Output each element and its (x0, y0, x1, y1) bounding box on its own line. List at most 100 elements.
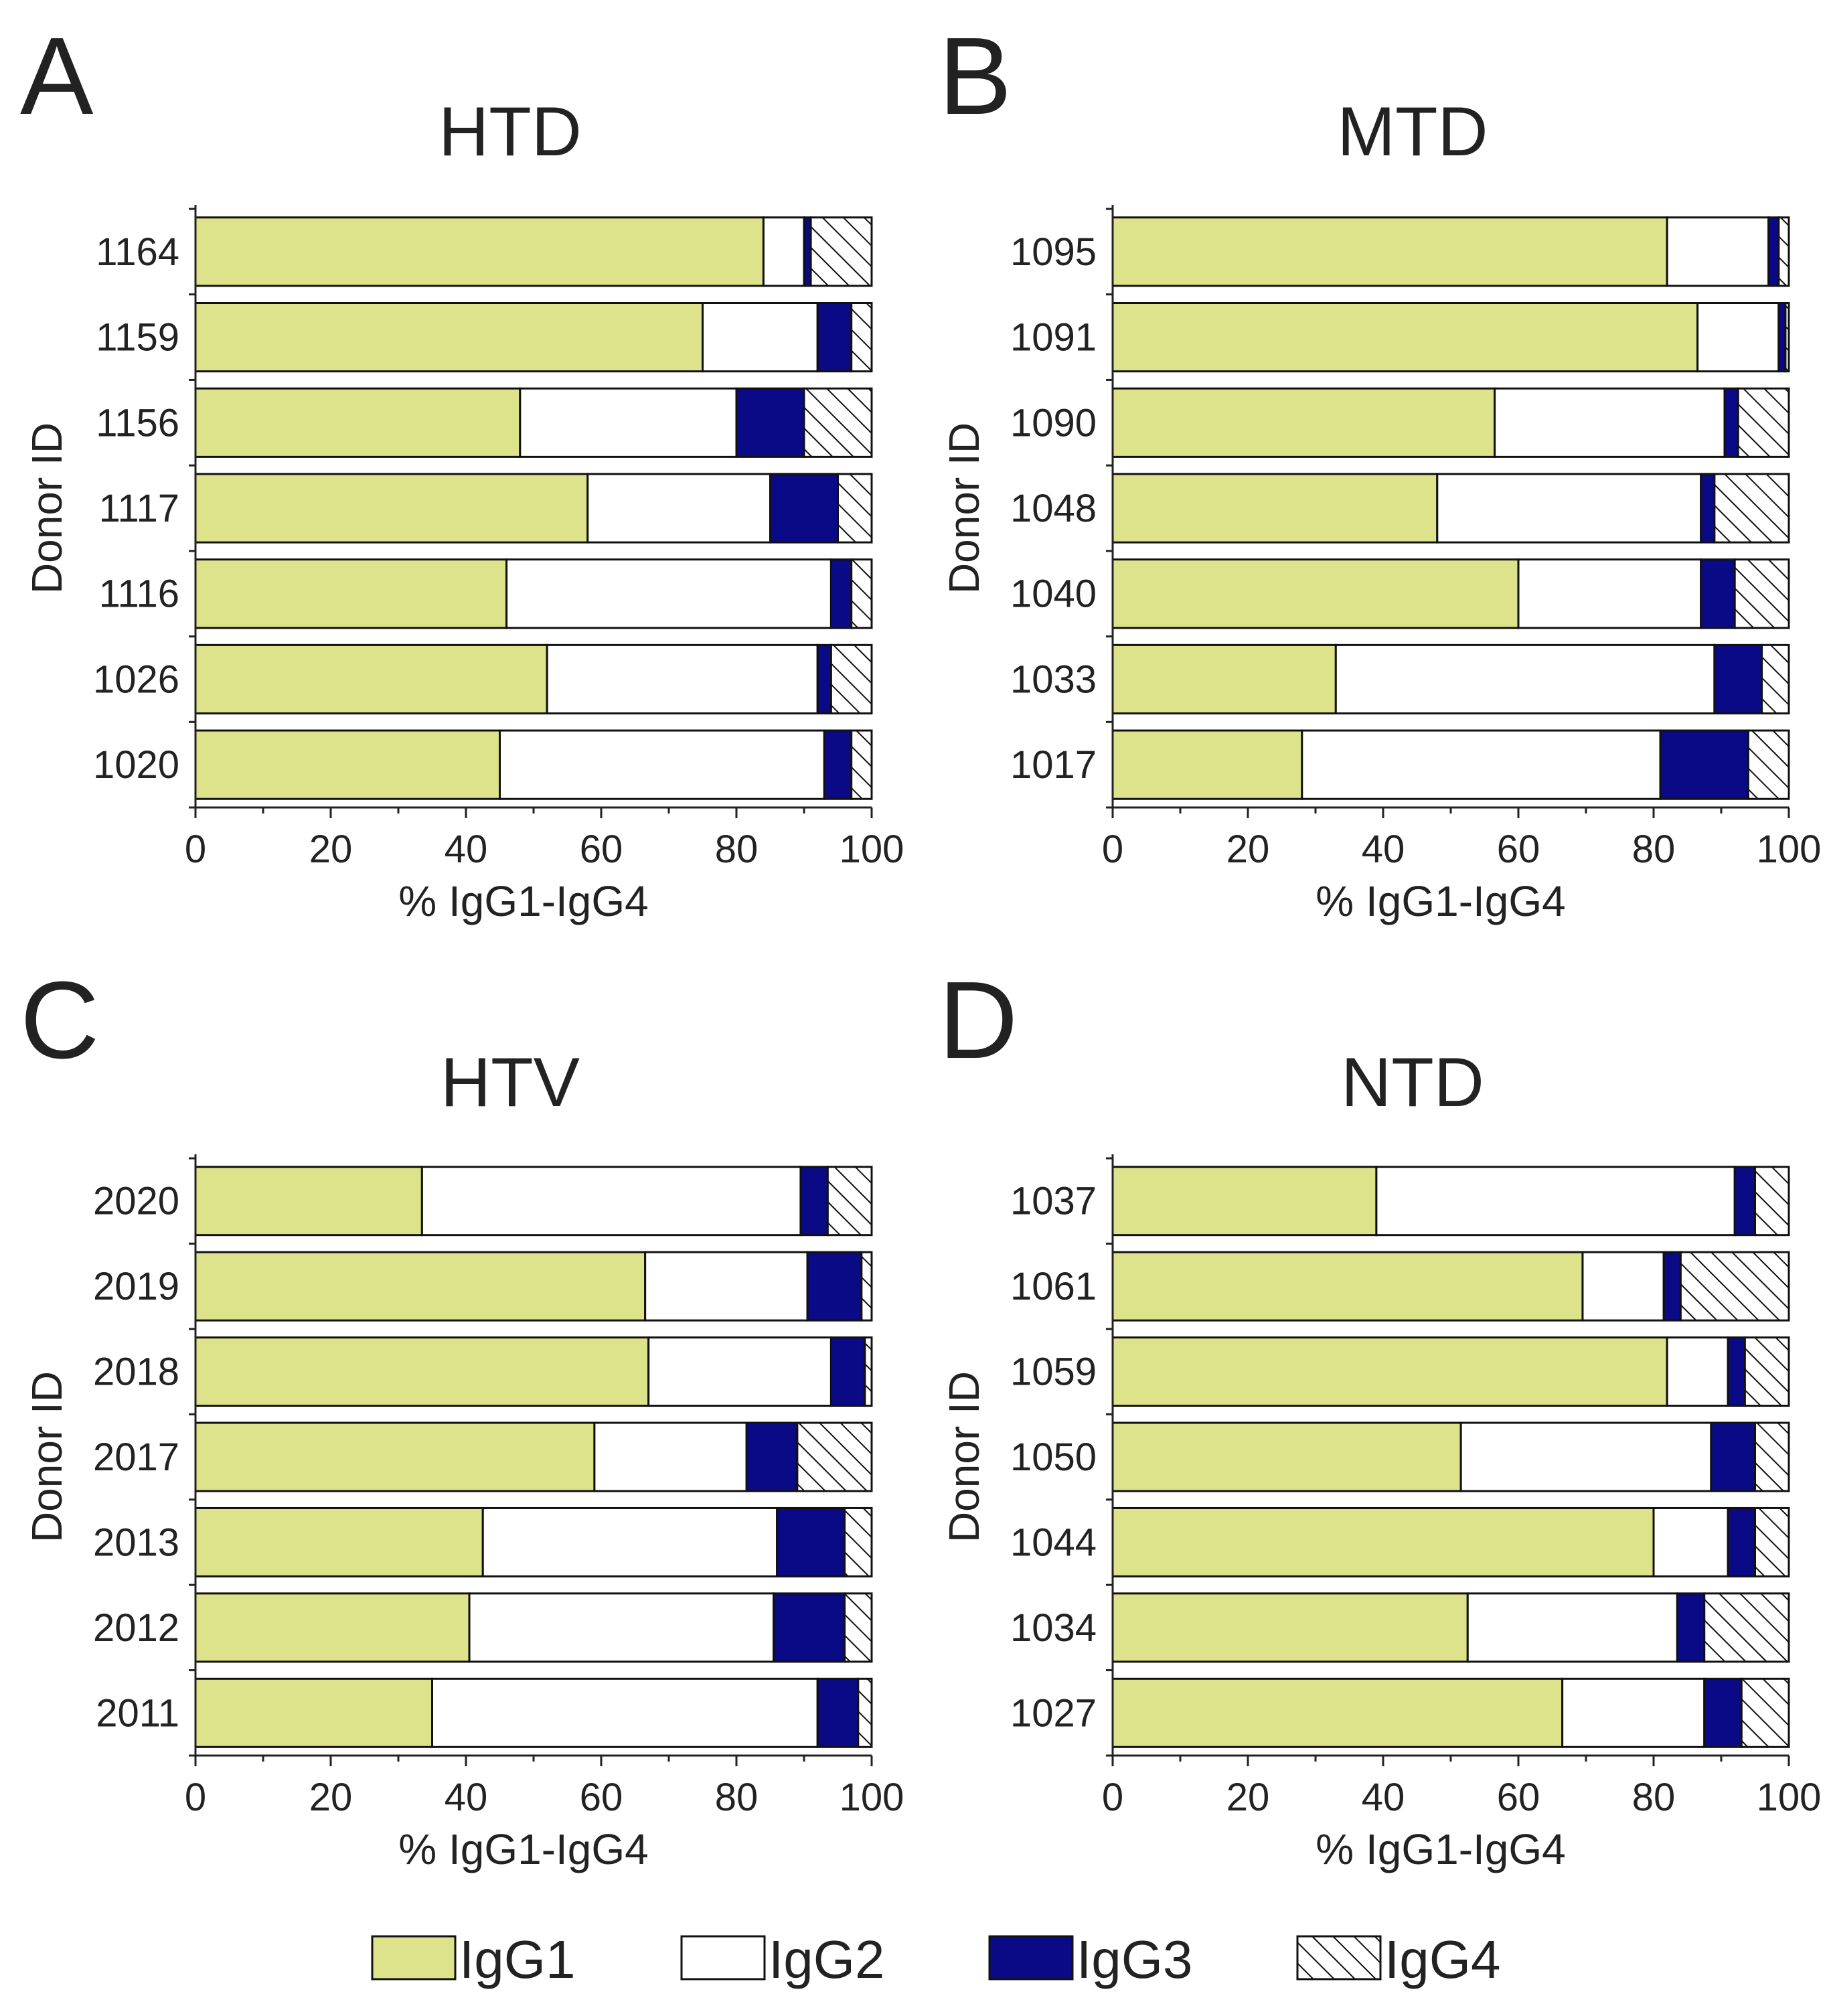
bar-segment-igg2-1090 (1494, 387, 1726, 458)
y-tick-label: 1033 (1010, 657, 1097, 701)
panel-title: NTD (1341, 1044, 1484, 1121)
legend: IgG1 IgG2 IgG3 IgG4 (371, 1930, 1500, 1989)
panel-title: MTD (1337, 93, 1488, 171)
bar-segment-igg1-1116 (194, 558, 508, 629)
x-tick-label: 80 (1632, 828, 1676, 871)
bar-segment-igg4-2018 (864, 1336, 873, 1407)
bar-segment-igg4-1090 (1737, 387, 1790, 458)
bar-segment-igg1-1037 (1111, 1166, 1378, 1237)
bar-segment-igg4-1027 (1740, 1677, 1790, 1748)
legend-swatch-igg4 (1296, 1935, 1382, 1981)
bar-segment-igg2-1091 (1696, 301, 1780, 373)
y-tick-label: 1090 (1010, 401, 1097, 445)
y-tick-label: 1059 (1010, 1350, 1097, 1394)
bar-segment-igg1-2020 (194, 1166, 423, 1237)
y-axis-label: Donor ID (940, 1371, 988, 1543)
bar-segment-igg2-1095 (1666, 216, 1770, 287)
bar-segment-igg3-1026 (816, 643, 832, 715)
x-tick-label: 100 (840, 1776, 904, 1819)
bar-segment-igg2-1034 (1466, 1592, 1678, 1663)
bar-segment-igg1-1020 (194, 729, 501, 800)
y-axis-label: Donor ID (23, 422, 71, 594)
x-tick-label: 0 (185, 1776, 206, 1819)
bar-segment-igg1-1044 (1111, 1506, 1655, 1577)
x-tick-label: 0 (185, 828, 206, 871)
bar-segment-igg3-1027 (1703, 1677, 1743, 1748)
bar-segment-igg2-1156 (519, 387, 738, 458)
x-tick-label: 40 (445, 1776, 488, 1819)
bar-segment-igg1-2013 (194, 1506, 484, 1577)
bar-segment-igg2-1040 (1517, 558, 1702, 629)
bar-segment-igg3-1090 (1723, 387, 1739, 458)
bar-segment-igg4-1091 (1784, 301, 1790, 373)
bar-segment-igg3-1033 (1713, 643, 1763, 715)
x-tick-label: 60 (1497, 1776, 1540, 1819)
bar-segment-igg2-1027 (1561, 1677, 1706, 1748)
bar-segment-igg3-1059 (1727, 1336, 1746, 1407)
x-tick-label: 40 (1362, 828, 1405, 871)
legend-label-igg3: IgG3 (1077, 1930, 1192, 1989)
x-tick-label: 100 (1757, 828, 1822, 871)
y-tick-label: 1017 (1010, 743, 1097, 787)
bar-segment-igg1-1040 (1111, 558, 1520, 629)
bar-segment-igg2-2019 (644, 1251, 809, 1322)
y-axis-label: Donor ID (23, 1371, 71, 1543)
bar-segment-igg1-2018 (194, 1336, 650, 1407)
bar-segment-igg2-1026 (546, 643, 819, 715)
bar-segment-igg1-1156 (194, 387, 522, 458)
legend-swatch-igg3 (988, 1935, 1074, 1981)
y-tick-label: 2012 (93, 1606, 179, 1650)
panel-letter: A (20, 15, 94, 137)
x-tick-label: 80 (715, 1776, 759, 1819)
x-axis-label: % IgG1-IgG4 (1316, 1825, 1566, 1873)
bar-segment-igg4-2020 (826, 1166, 873, 1237)
bar-segment-igg2-1048 (1436, 473, 1702, 544)
x-tick-label: 60 (580, 1776, 623, 1819)
bar-segment-igg2-2011 (431, 1677, 819, 1748)
y-tick-label: 2013 (93, 1521, 179, 1564)
bar-segment-igg2-1164 (762, 216, 805, 287)
bar-segment-igg1-1059 (1111, 1336, 1668, 1407)
y-tick-label: 1034 (1010, 1606, 1097, 1650)
bar-segment-igg3-1116 (829, 558, 853, 629)
bar-segment-igg4-1095 (1777, 216, 1790, 287)
bar-segment-igg2-1044 (1652, 1506, 1729, 1577)
x-tick-label: 40 (445, 828, 488, 871)
bar-segment-igg1-1164 (194, 216, 765, 287)
bar-segment-igg3-2019 (806, 1251, 863, 1322)
bar-segment-igg2-1117 (586, 473, 771, 544)
x-tick-label: 80 (1632, 1776, 1676, 1819)
bar-segment-igg2-1116 (505, 558, 832, 629)
bar-segment-igg2-1037 (1375, 1166, 1736, 1237)
bar-segment-igg2-1059 (1666, 1336, 1729, 1407)
panel-letter: C (20, 959, 99, 1081)
x-axis-label: % IgG1-IgG4 (1316, 877, 1566, 925)
bar-segment-igg1-2011 (194, 1677, 433, 1748)
bar-segment-igg4-1033 (1761, 643, 1790, 715)
bar-segment-igg4-1117 (837, 473, 873, 544)
bar-segment-igg3-1037 (1733, 1166, 1756, 1237)
y-tick-label: 2019 (93, 1265, 179, 1308)
bar-segment-igg3-1091 (1777, 301, 1787, 373)
bar-segment-igg4-2013 (844, 1506, 873, 1577)
bar-segment-igg1-1050 (1111, 1421, 1462, 1492)
bar-segment-igg4-1017 (1747, 729, 1790, 800)
bar-segment-igg2-2020 (420, 1166, 802, 1237)
bar-segment-igg1-1034 (1111, 1592, 1469, 1663)
bar-segment-igg3-1040 (1700, 558, 1736, 629)
bar-segment-igg1-1027 (1111, 1677, 1564, 1748)
bar-segment-igg3-2017 (745, 1421, 799, 1492)
bar-segment-igg2-2017 (593, 1421, 748, 1492)
bar-segment-igg4-2011 (857, 1677, 873, 1748)
y-tick-label: 1164 (96, 230, 179, 274)
y-tick-label: 2018 (93, 1350, 179, 1394)
x-tick-label: 20 (1226, 1776, 1270, 1819)
x-tick-label: 100 (840, 828, 904, 871)
bar-segment-igg2-2012 (468, 1592, 775, 1663)
y-tick-label: 1095 (1010, 230, 1097, 274)
